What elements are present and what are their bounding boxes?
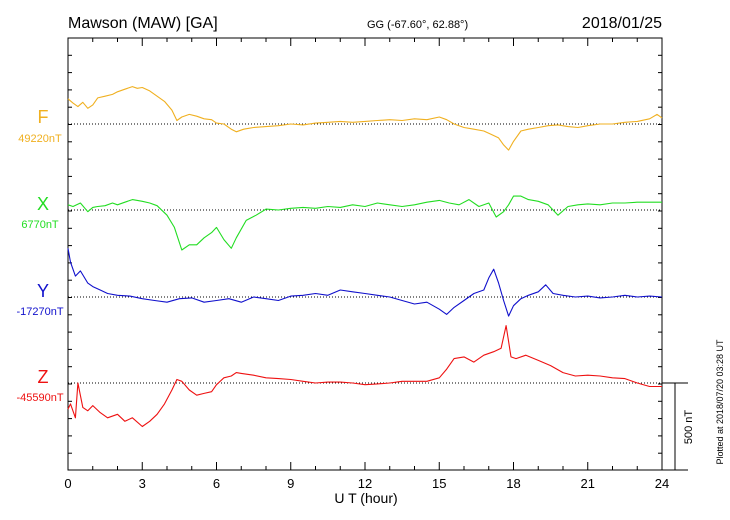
series-lines	[67, 86, 663, 428]
series-label-x: X 6770nT	[21, 194, 59, 231]
x-tick-label: 21	[581, 476, 595, 491]
plot-frame	[67, 37, 663, 471]
series-name-z: Z	[38, 367, 49, 387]
series-line-z	[67, 325, 662, 428]
station-coordinates: GG (-67.60°, 62.88°)	[367, 19, 468, 31]
x-tick-label: 15	[432, 476, 446, 491]
x-tick-label: 12	[358, 476, 372, 491]
series-label-z: Z -45590nT	[16, 367, 63, 404]
series-line-f	[67, 86, 663, 151]
series-baseline-x: 6770nT	[21, 219, 59, 231]
x-tick-label: 9	[287, 476, 294, 491]
axis-ticks	[67, 38, 663, 470]
series-label-f: F 49220nT	[18, 107, 62, 145]
series-baseline-f: 49220nT	[18, 133, 62, 145]
series-name-f: F	[38, 107, 49, 127]
series-line-x	[67, 195, 662, 251]
baseline-gridlines	[68, 123, 662, 384]
x-tick-label: 18	[506, 476, 520, 491]
chart-date: 2018/01/25	[582, 15, 662, 32]
plotted-timestamp: Plotted at 2018/07/20 03:28 UT	[715, 339, 725, 465]
x-tick-label: 0	[64, 476, 71, 491]
station-title: Mawson (MAW) [GA]	[68, 15, 218, 32]
series-name-x: X	[37, 194, 49, 214]
x-tick-labels: 0 3 6 9 12 15 18 21 24	[64, 476, 669, 491]
series-baseline-y: -17270nT	[16, 306, 63, 318]
series-label-y: Y -17270nT	[16, 281, 63, 318]
x-tick-label: 6	[213, 476, 220, 491]
series-name-y: Y	[37, 281, 49, 301]
series-line-y	[67, 248, 663, 317]
series-baseline-z: -45590nT	[16, 392, 63, 404]
scale-bar-label: 500 nT	[683, 410, 695, 445]
scale-bar: 500 nT	[662, 382, 695, 471]
x-tick-label: 3	[139, 476, 146, 491]
x-axis-title: U T (hour)	[334, 490, 397, 506]
x-tick-label: 24	[655, 476, 669, 491]
